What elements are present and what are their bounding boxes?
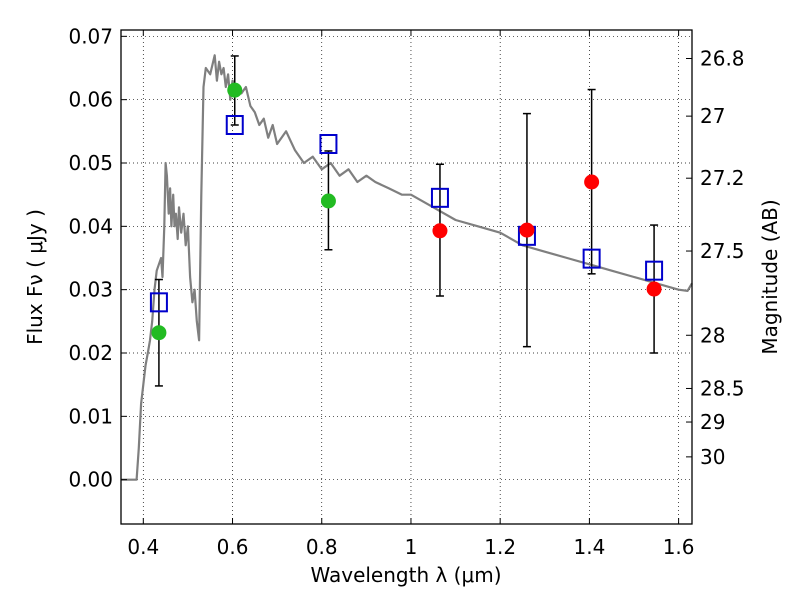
- mag-tick-label: 27: [700, 104, 725, 128]
- y-tick-label: 0.06: [68, 88, 113, 112]
- model-curve-layer: [121, 54, 693, 481]
- marker-layer: [149, 82, 664, 341]
- square-marker: [149, 292, 168, 313]
- square-marker: [225, 115, 244, 135]
- circle-marker: [227, 82, 243, 98]
- mag-tick-label: 26.8: [700, 47, 745, 71]
- square-marker: [319, 134, 338, 154]
- circle-marker: [519, 222, 535, 238]
- square-marker: [645, 260, 664, 281]
- circle-marker: [320, 193, 336, 209]
- x-tick-label: 1.6: [663, 535, 695, 559]
- tick-layer: [121, 30, 692, 524]
- x-tick-label: 1.4: [573, 535, 605, 559]
- x-tick-label: 0.6: [217, 535, 249, 559]
- x-tick-label: 0.8: [306, 535, 338, 559]
- circle-marker: [432, 223, 448, 239]
- grid-layer: [121, 30, 692, 524]
- circle-marker: [646, 281, 662, 297]
- plot-frame: [120, 29, 693, 525]
- model-spectrum-line: [121, 54, 693, 481]
- x-axis-title: Wavelength λ (μm): [310, 563, 501, 587]
- mag-tick-label: 27.5: [700, 239, 745, 263]
- y-tick-label: 0.01: [68, 404, 113, 428]
- y-tick-label: 0.00: [68, 468, 113, 492]
- circle-marker: [584, 174, 600, 190]
- y-tick-label: 0.02: [68, 341, 113, 365]
- x-tick-label: 1: [405, 535, 418, 559]
- circle-marker: [151, 325, 167, 341]
- square-marker: [582, 248, 601, 269]
- y-tick-label: 0.03: [68, 278, 113, 302]
- x-tick-label: 1.2: [484, 535, 516, 559]
- errorbar-layer: [154, 55, 659, 387]
- y-axis-right-title: Magnitude (AB): [758, 199, 782, 354]
- y-tick-label: 0.05: [68, 151, 113, 175]
- mag-tick-label: 28: [700, 323, 725, 347]
- mag-tick-label: 27.2: [700, 166, 745, 190]
- y-axis-title: Flux Fν ( μJy ): [23, 209, 47, 345]
- tick-label-layer: 0.4 0.6 0.8 1 1.2 1.4 1.6 0.00 0.01 0.02 0.03 0.04 0…: [68, 24, 744, 559]
- x-tick-label: 0.4: [127, 535, 159, 559]
- y-tick-label: 0.07: [68, 24, 113, 48]
- y-tick-label: 0.04: [68, 214, 113, 238]
- square-marker: [430, 187, 449, 208]
- mag-tick-label: 29: [700, 410, 725, 434]
- mag-tick-label: 30: [700, 445, 725, 469]
- mag-tick-label: 28.5: [700, 376, 745, 400]
